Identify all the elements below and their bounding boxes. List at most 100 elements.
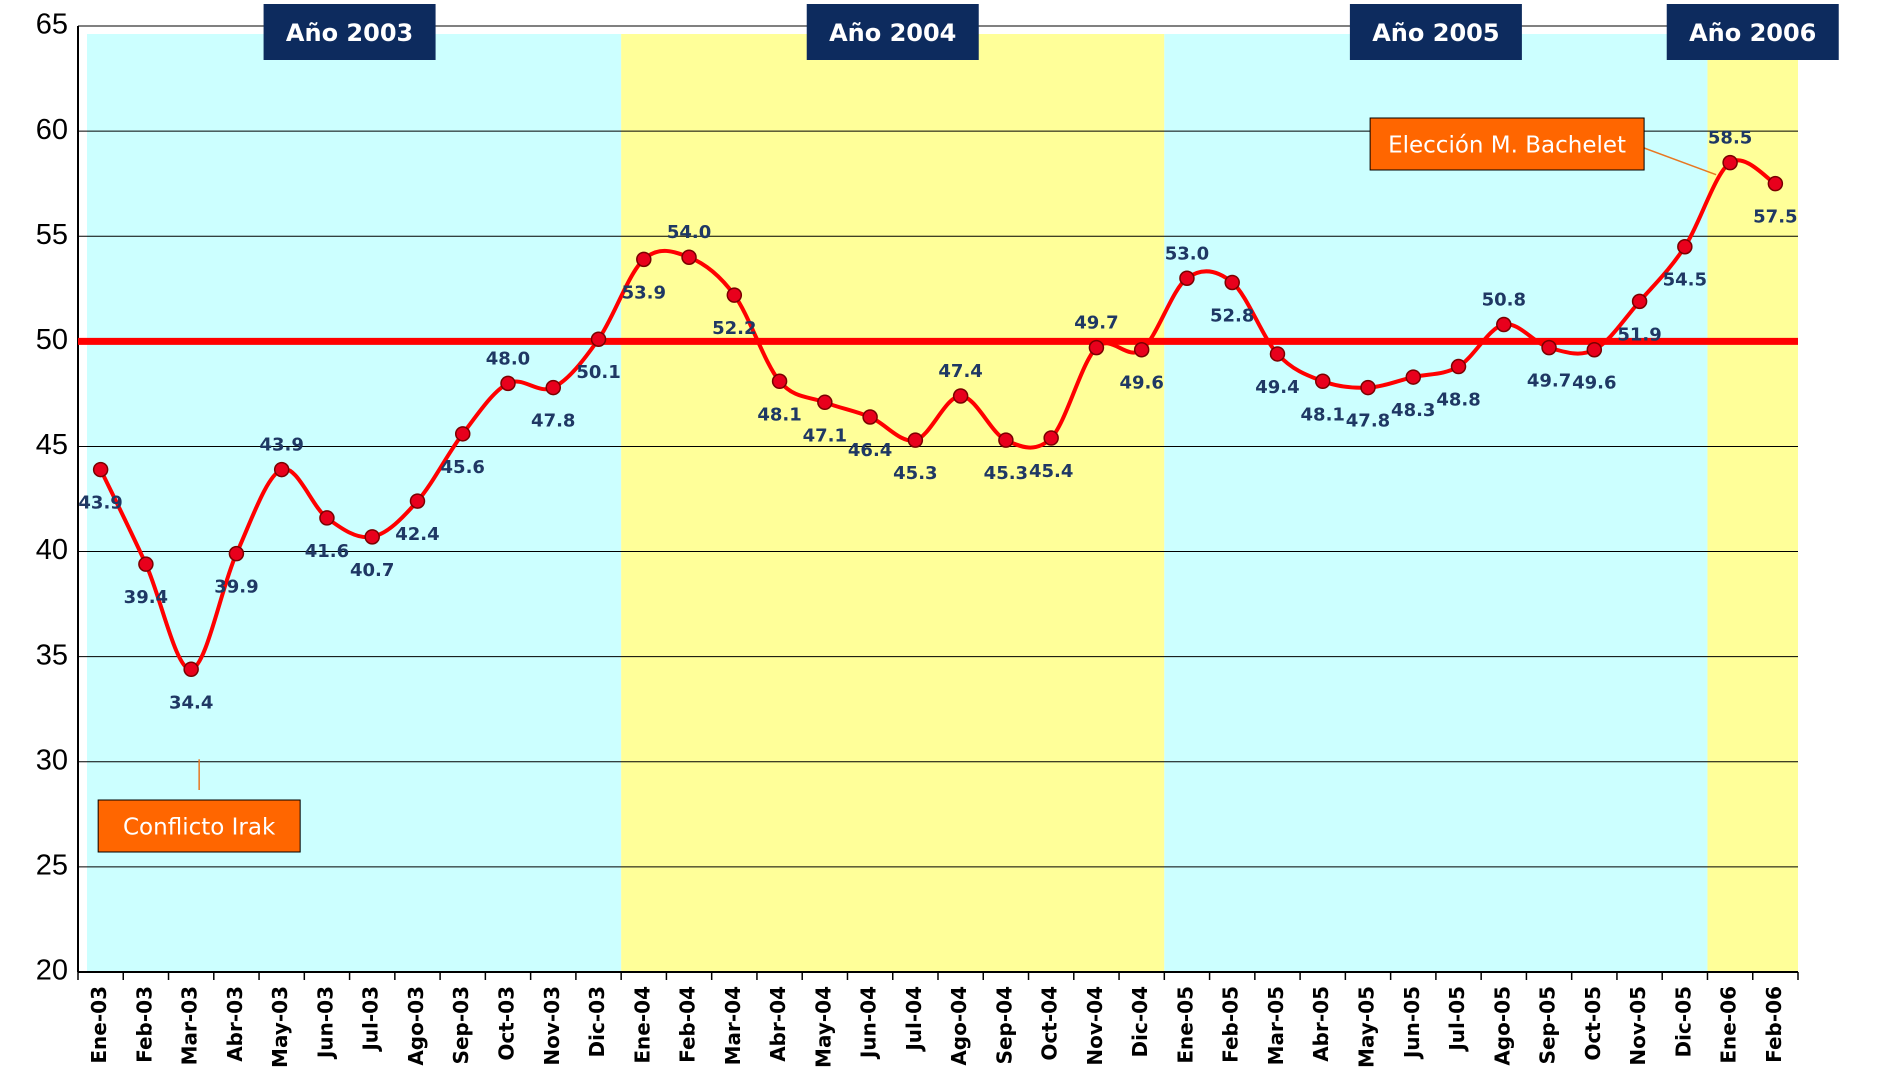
data-point <box>1586 341 1603 358</box>
x-tick-label: Abr-04 <box>766 986 790 1062</box>
x-tick-label: Dic-03 <box>585 986 609 1057</box>
data-label: 47.8 <box>531 411 575 432</box>
data-label: 46.4 <box>848 440 892 461</box>
x-tick-label: Ene-06 <box>1717 986 1741 1064</box>
data-point <box>1360 379 1376 396</box>
x-tick-label: Jun-03 <box>313 986 337 1060</box>
x-tick-label: Mar-04 <box>721 986 745 1065</box>
y-tick-label: 25 <box>36 850 68 882</box>
data-label: 49.4 <box>1255 377 1299 398</box>
data-point <box>1722 154 1738 171</box>
data-point <box>228 545 245 562</box>
data-point <box>1405 369 1422 385</box>
x-tick-label: Ago-05 <box>1490 986 1514 1066</box>
data-point <box>681 249 697 265</box>
data-label: 57.5 <box>1753 207 1797 228</box>
data-point <box>1450 358 1467 375</box>
data-label: 49.7 <box>1527 371 1571 392</box>
data-label: 45.3 <box>893 463 937 484</box>
x-tick-label: Ago-03 <box>404 986 428 1066</box>
data-label: 50.8 <box>1482 290 1526 311</box>
x-tick-label: Abr-03 <box>223 986 247 1062</box>
data-point <box>636 251 652 268</box>
data-point <box>545 379 562 396</box>
period-band <box>621 34 1165 972</box>
data-label: 41.6 <box>305 541 349 562</box>
data-point <box>1043 430 1059 446</box>
data-label: 42.4 <box>395 524 439 545</box>
period-band <box>1707 34 1798 972</box>
x-tick-label: Mar-05 <box>1264 986 1288 1065</box>
x-tick-label: Ene-03 <box>87 986 111 1064</box>
x-tick-label: Sep-03 <box>449 986 473 1064</box>
data-label: 49.7 <box>1074 313 1118 334</box>
x-tick-label: Jul-03 <box>359 986 383 1053</box>
data-point <box>1496 316 1512 333</box>
y-tick-label: 60 <box>36 114 68 146</box>
data-point <box>500 375 516 392</box>
period-label-box <box>806 4 979 60</box>
data-point <box>92 461 109 478</box>
y-tick-label: 30 <box>36 744 68 776</box>
period-label-box <box>263 4 436 60</box>
data-point <box>273 461 290 478</box>
x-tick-label: Ene-04 <box>630 986 654 1064</box>
data-point <box>1133 341 1150 358</box>
data-point <box>1088 339 1105 356</box>
data-point <box>590 331 607 347</box>
data-point <box>183 661 199 678</box>
x-tick-label: Nov-05 <box>1626 986 1650 1066</box>
y-tick-label: 20 <box>36 955 68 987</box>
y-tick-label: 45 <box>36 429 68 461</box>
x-tick-label: Jul-05 <box>1445 986 1469 1053</box>
data-point <box>1314 373 1331 390</box>
data-point <box>907 432 924 448</box>
data-label: 51.9 <box>1617 324 1661 345</box>
data-label: 53.0 <box>1165 243 1209 264</box>
annotation-leader <box>1643 147 1717 176</box>
data-label: 40.7 <box>350 560 394 581</box>
period-label-box <box>1666 4 1839 60</box>
y-tick-label: 35 <box>36 639 68 671</box>
data-point <box>1179 270 1195 287</box>
data-label: 34.4 <box>169 692 213 713</box>
x-tick-label: Jun-05 <box>1400 986 1424 1060</box>
period-label: Año 2006 <box>1689 19 1816 47</box>
data-label: 45.4 <box>1029 461 1073 482</box>
data-label: 39.9 <box>214 577 258 598</box>
period-label: Año 2003 <box>286 19 413 47</box>
x-tick-label: May-03 <box>268 986 292 1068</box>
x-tick-label: Feb-05 <box>1219 986 1243 1063</box>
data-point <box>817 394 833 411</box>
data-point <box>726 287 743 303</box>
x-tick-label: Sep-04 <box>992 986 1016 1064</box>
annotation-box <box>1369 117 1645 171</box>
period-label: Año 2005 <box>1372 19 1499 47</box>
data-point <box>364 529 380 545</box>
annotation-box <box>97 799 301 853</box>
data-label: 52.8 <box>1210 305 1254 326</box>
period-label-box <box>1349 4 1522 60</box>
x-tick-label: Oct-05 <box>1581 986 1605 1061</box>
period-label: Año 2004 <box>829 19 956 47</box>
data-point <box>1631 293 1648 310</box>
data-point <box>998 432 1014 448</box>
data-label: 48.0 <box>486 348 530 369</box>
x-tick-label: Oct-03 <box>495 986 519 1061</box>
period-band <box>1164 34 1708 972</box>
data-label: 49.6 <box>1119 373 1163 394</box>
data-label: 52.2 <box>712 318 756 339</box>
x-tick-label: Oct-04 <box>1038 986 1062 1061</box>
x-tick-label: Dic-04 <box>1128 986 1152 1057</box>
x-tick-label: Ago-04 <box>947 986 971 1066</box>
data-point <box>771 373 788 390</box>
data-point <box>138 556 154 572</box>
x-tick-label: Jun-04 <box>857 986 881 1060</box>
y-tick-label: 65 <box>36 9 68 41</box>
y-tick-label: 55 <box>36 219 68 251</box>
x-tick-label: Feb-04 <box>676 986 700 1063</box>
data-label: 58.5 <box>1708 128 1752 149</box>
data-point <box>1269 346 1286 362</box>
data-label: 45.3 <box>984 463 1028 484</box>
